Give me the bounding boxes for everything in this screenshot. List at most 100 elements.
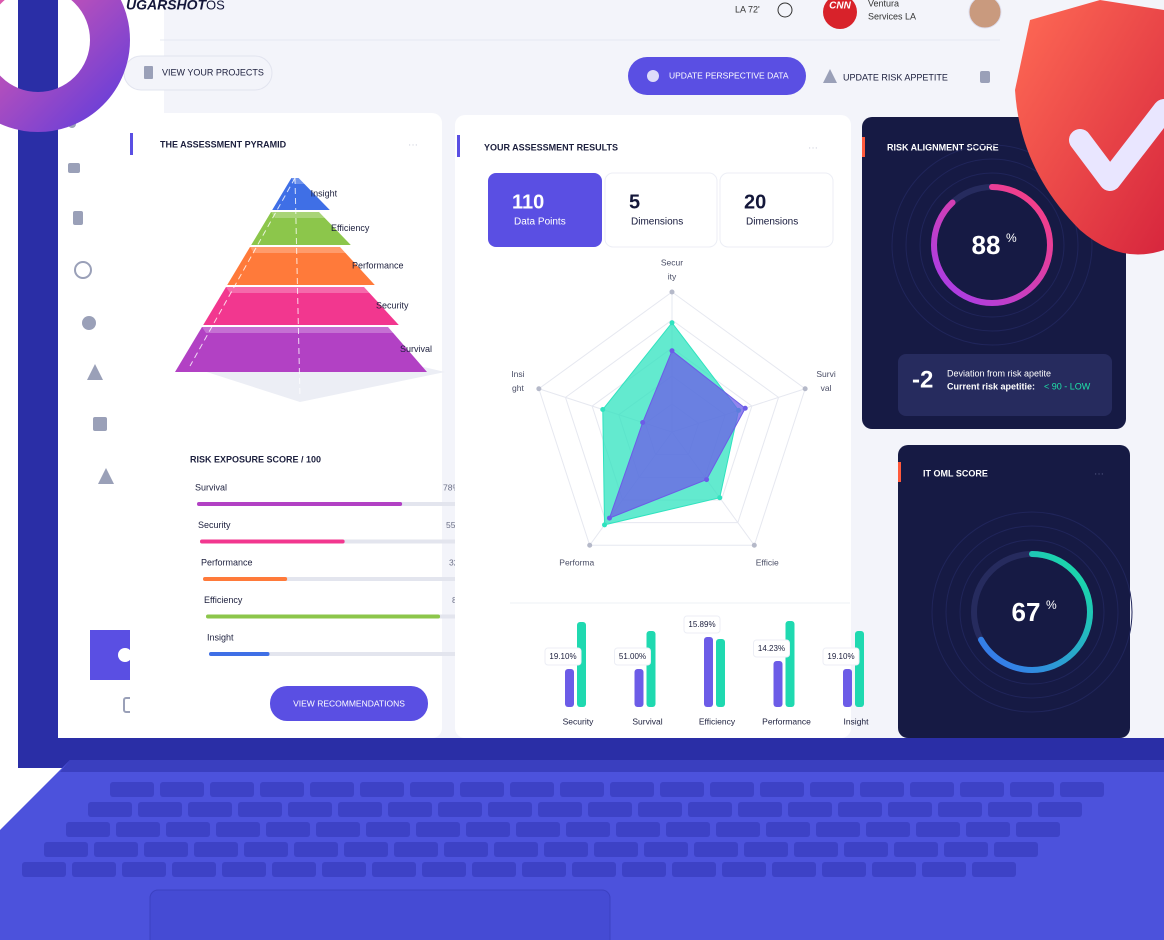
button-label[interactable]: UPDATE RISK APPETITE [843, 72, 948, 82]
key [22, 862, 66, 877]
radar-axis-label: Insi [511, 369, 524, 379]
key [144, 842, 188, 857]
key [444, 842, 488, 857]
key [738, 802, 782, 817]
key [922, 862, 966, 877]
x-tick-label: Security [563, 716, 594, 726]
key [294, 842, 338, 857]
icon[interactable] [73, 211, 83, 225]
key [860, 782, 904, 797]
pyramid-guide [294, 177, 301, 399]
stat-box [719, 172, 834, 248]
pyramid-label: Security [376, 300, 409, 310]
exposure-value: 55% [446, 520, 463, 530]
key [916, 822, 960, 837]
key [422, 862, 466, 877]
trackpad [149, 889, 611, 940]
key [910, 782, 954, 797]
weather: LA 72' [735, 4, 760, 14]
key [266, 822, 310, 837]
key [944, 842, 988, 857]
exposure-label: Security [198, 520, 231, 530]
key [772, 862, 816, 877]
pyramid-label: Survival [400, 344, 432, 354]
key [272, 862, 316, 877]
recommendations-button[interactable] [270, 686, 428, 721]
icon[interactable] [82, 316, 96, 330]
stat-label: Dimensions [746, 217, 798, 228]
bar-label-box [544, 647, 582, 666]
key [1010, 782, 1054, 797]
icon[interactable] [68, 163, 80, 173]
pyramid-level [251, 212, 351, 245]
update-perspective-button[interactable] [628, 57, 806, 95]
icon[interactable] [98, 468, 114, 484]
gauge-halo [959, 539, 1105, 685]
key [594, 842, 638, 857]
pyramid-level [272, 178, 330, 210]
key [366, 822, 410, 837]
deviation-value: -2 [912, 366, 933, 393]
view-projects-button[interactable] [123, 55, 273, 91]
key [560, 782, 604, 797]
bar [855, 631, 864, 707]
key [322, 862, 366, 877]
key [466, 822, 510, 837]
pyramid-label: Efficiency [331, 223, 370, 233]
gauge-halo [905, 158, 1079, 332]
key [538, 802, 582, 817]
key [938, 802, 982, 817]
icon[interactable] [93, 417, 107, 431]
deviation-box [898, 354, 1112, 416]
radar-axis-label: ity [668, 271, 677, 281]
avatar[interactable] [968, 0, 1002, 29]
bar [704, 637, 713, 707]
icon[interactable] [74, 261, 92, 279]
bar [843, 669, 852, 707]
key [960, 782, 1004, 797]
key [716, 822, 760, 837]
icon[interactable] [87, 364, 103, 380]
key [244, 842, 288, 857]
card-menu[interactable]: ··· [808, 143, 818, 154]
key [72, 862, 116, 877]
radar-area [608, 349, 746, 519]
key [188, 802, 232, 817]
company-name: Services LA [868, 11, 916, 21]
exposure-value: 78% [443, 482, 460, 492]
key [610, 782, 654, 797]
current-label: Current risk apetitie: [947, 381, 1035, 391]
radar-axis-label: Performa [559, 557, 594, 567]
card-menu[interactable]: ··· [408, 140, 418, 151]
radar-point [606, 515, 612, 521]
pyramid-level [175, 327, 427, 372]
key [894, 842, 938, 857]
bar-label: 19.10% [827, 652, 854, 661]
exposure-label: Performance [201, 557, 253, 567]
key [66, 822, 110, 837]
key [1016, 822, 1060, 837]
key [994, 842, 1038, 857]
x-tick-label: Insight [843, 716, 869, 726]
key [966, 822, 1010, 837]
oml-gauge: 67% [931, 511, 1133, 713]
key [210, 782, 254, 797]
keyboard [22, 782, 1104, 877]
radar-axis-label: ght [512, 383, 524, 393]
bar [577, 622, 586, 707]
settings-icon[interactable] [118, 648, 132, 662]
key [88, 802, 132, 817]
x-tick-label: Survival [632, 716, 662, 726]
key [516, 822, 560, 837]
gauge-halo [891, 144, 1093, 346]
key [844, 842, 888, 857]
card-menu[interactable]: ··· [1094, 469, 1104, 480]
radar-ring [564, 319, 780, 524]
key [866, 822, 910, 837]
gauge-arc [931, 184, 1053, 306]
key [588, 802, 632, 817]
key [672, 862, 716, 877]
key [460, 782, 504, 797]
radar-point [602, 522, 608, 528]
